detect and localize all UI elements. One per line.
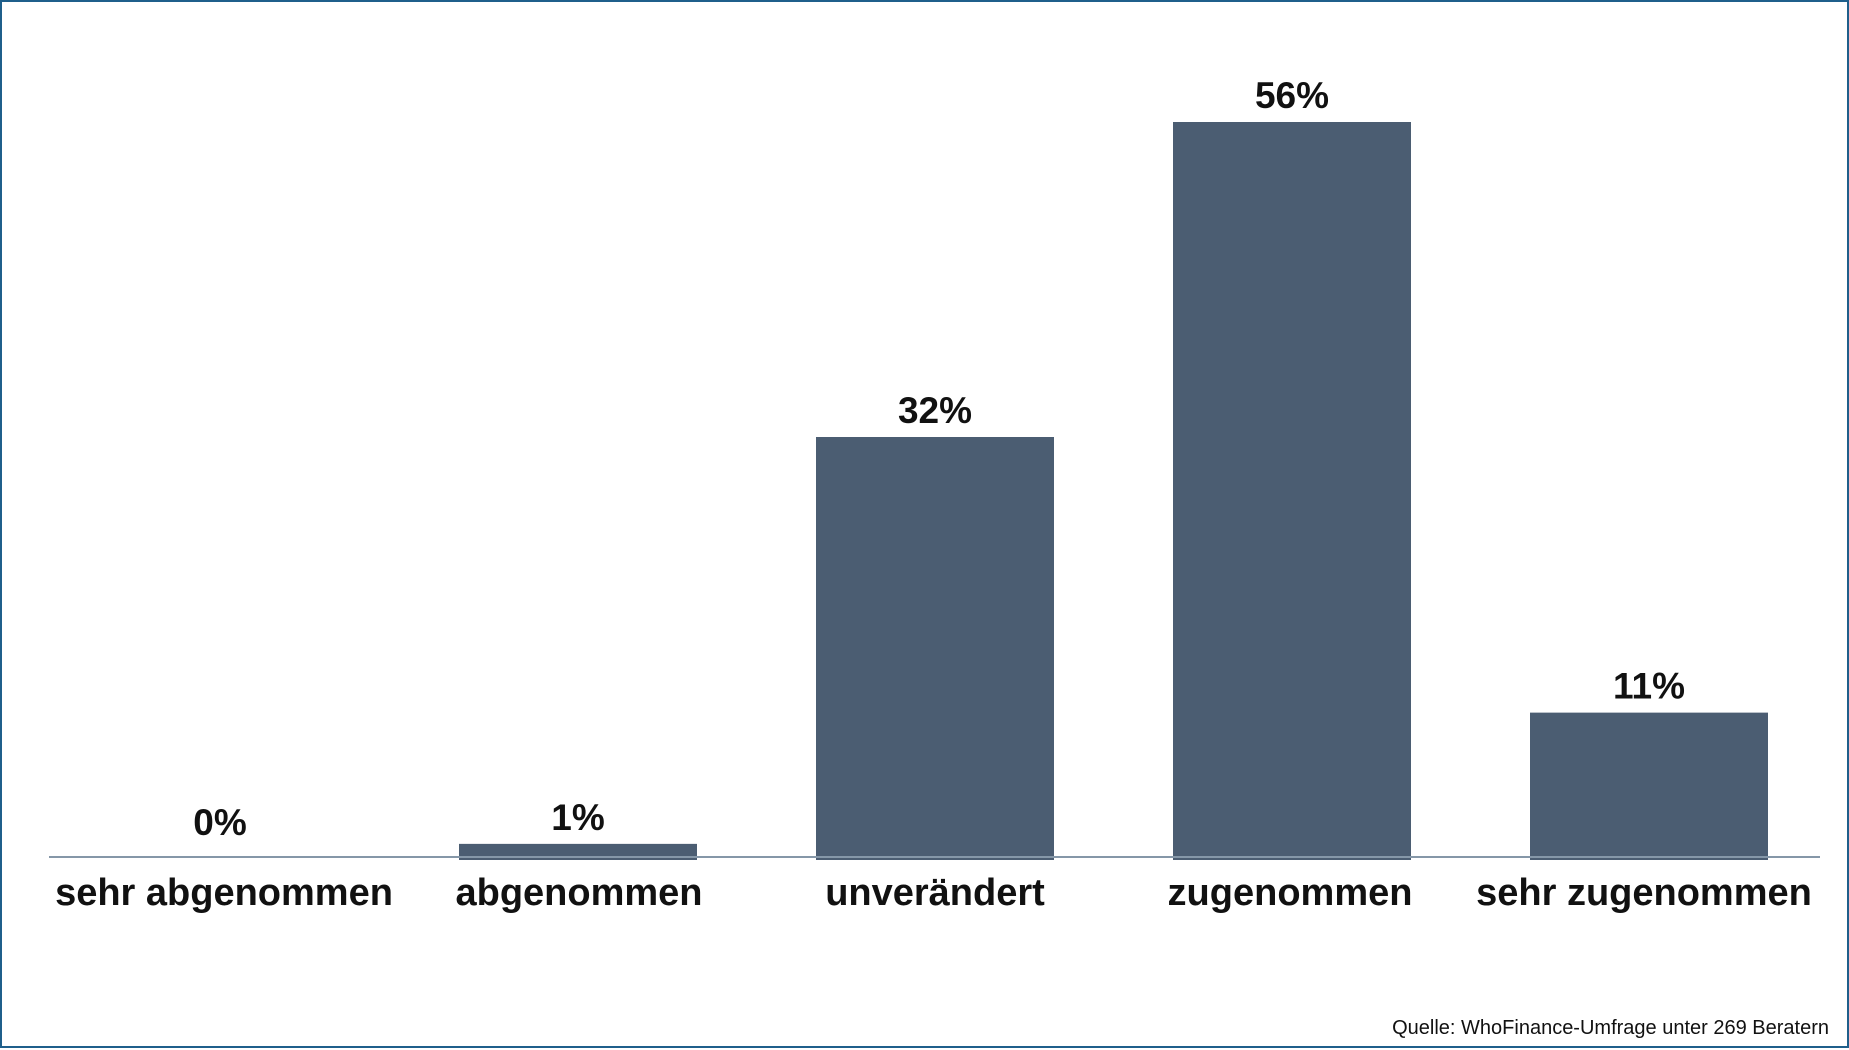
value-labels-group: 0% 1% 32% 56% 11% (193, 75, 1685, 843)
category-label: zugenommen (1168, 872, 1413, 914)
bar-zugenommen (1173, 122, 1411, 860)
value-label: 1% (551, 797, 604, 838)
category-label: abgenommen (455, 872, 702, 914)
value-label: 56% (1255, 75, 1329, 116)
category-label: sehr zugenommen (1476, 872, 1812, 914)
category-label: sehr abgenommen (55, 872, 393, 914)
category-labels-group: sehr abgenommen abgenommen unverändert zuge… (55, 872, 1812, 914)
value-label: 11% (1613, 666, 1685, 707)
bar-unverändert (816, 437, 1054, 860)
category-label: unverändert (825, 872, 1045, 914)
bar-sehr-zugenommen (1530, 712, 1768, 860)
bars-group (459, 122, 1768, 860)
bar-abgenommen (459, 843, 697, 860)
value-label: 0% (193, 802, 246, 843)
source-note: Quelle: WhoFinance-Umfrage unter 269 Ber… (1392, 1017, 1829, 1039)
value-label: 32% (898, 390, 972, 431)
